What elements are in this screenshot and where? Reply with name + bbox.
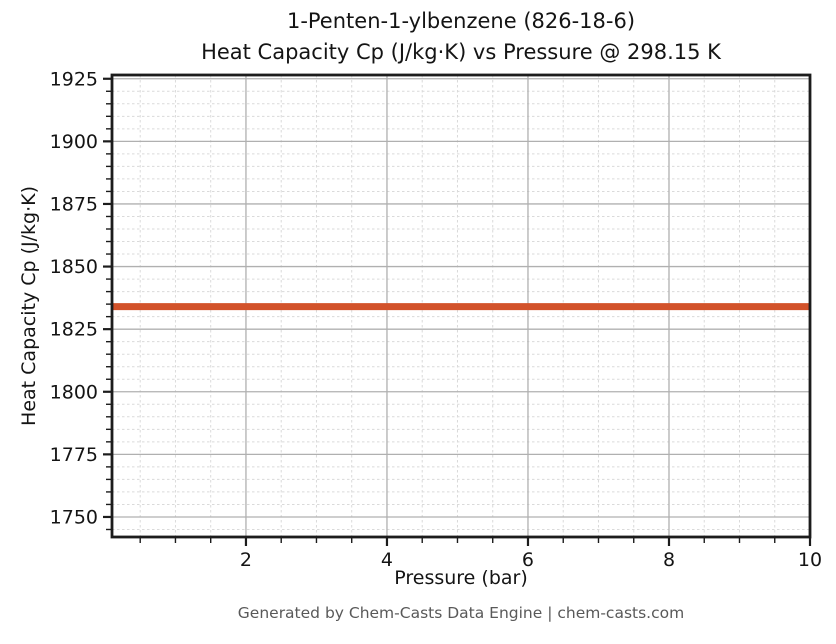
- y-tick-label: 1775: [50, 444, 98, 466]
- x-tick-label: 10: [798, 549, 822, 571]
- y-tick-label: 1750: [50, 506, 98, 528]
- chart-title-line1: 1-Penten-1-ylbenzene (826-18-6): [286, 9, 636, 33]
- y-tick-label: 1925: [50, 68, 98, 90]
- chart-title-line2: Heat Capacity Cp (J/kg·K) vs Pressure @ …: [201, 40, 721, 64]
- y-tick-label: 1900: [50, 131, 98, 153]
- x-axis-label: Pressure (bar): [394, 567, 528, 589]
- y-tick-label: 1850: [50, 256, 98, 278]
- x-tick-label: 4: [381, 549, 393, 571]
- y-tick-label: 1825: [50, 319, 98, 341]
- y-tick-label: 1800: [50, 381, 98, 403]
- x-tick-label: 2: [240, 549, 252, 571]
- x-tick-label: 6: [522, 549, 534, 571]
- x-tick-label: 8: [663, 549, 675, 571]
- chart-title: 1-Penten-1-ylbenzene (826-18-6) Heat Cap…: [112, 6, 810, 68]
- y-tick-label: 1875: [50, 193, 98, 215]
- watermark-footer: Generated by Chem-Casts Data Engine | ch…: [237, 604, 685, 622]
- axis-ticks: [103, 77, 812, 546]
- tick-labels: 1750 1775 1800 1825 1850 1875 1900 1925 2 4 6 8 10: [50, 68, 822, 571]
- axes-spines: [110, 73, 812, 539]
